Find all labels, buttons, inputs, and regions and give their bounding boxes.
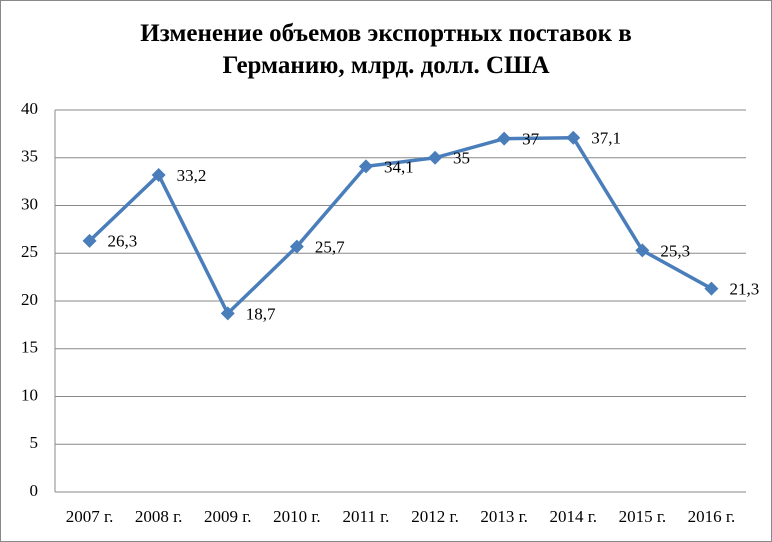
x-tick-label: 2011 г.: [342, 507, 389, 526]
y-tick-label: 20: [21, 290, 38, 309]
x-tick-label: 2009 г.: [204, 507, 252, 526]
marker: [289, 239, 304, 254]
data-label: 18,7: [246, 304, 276, 323]
x-tick-label: 2013 г.: [480, 507, 528, 526]
y-tick-label: 30: [21, 194, 38, 213]
data-label: 35: [453, 149, 470, 168]
x-tick-label: 2015 г.: [619, 507, 667, 526]
y-tick-label: 15: [21, 338, 38, 357]
x-tick-label: 2008 г.: [135, 507, 183, 526]
marker: [358, 159, 373, 174]
x-tick-label: 2016 г.: [688, 507, 736, 526]
x-tick-label: 2010 г.: [273, 507, 321, 526]
data-label: 21,3: [729, 279, 759, 298]
chart-title: Изменение объемов экспортных поставок в …: [140, 20, 632, 79]
marker: [82, 233, 97, 248]
marker: [635, 243, 650, 258]
x-tick-label: 2007 г.: [66, 507, 114, 526]
y-tick-label: 35: [21, 147, 38, 166]
data-label: 37,1: [591, 129, 621, 148]
data-label: 33,2: [177, 166, 207, 185]
y-tick-label: 5: [30, 433, 39, 452]
marker: [428, 150, 443, 165]
data-label: 25,3: [660, 241, 690, 260]
data-label: 25,7: [315, 237, 345, 256]
marker: [151, 167, 166, 182]
line: [88, 135, 713, 316]
y-tick-label: 40: [21, 99, 38, 118]
x-tick-label: 2014 г.: [549, 507, 597, 526]
marker: [704, 281, 719, 296]
data-label: 26,3: [108, 232, 138, 251]
marker: [497, 131, 512, 146]
x-tick-label: 2012 г.: [411, 507, 459, 526]
marker: [566, 130, 581, 145]
y-tick-label: 10: [21, 385, 38, 404]
data-label: 34,1: [384, 157, 414, 176]
marker: [220, 306, 235, 321]
data-label: 37: [522, 130, 540, 149]
y-tick-label: 25: [21, 242, 38, 261]
y-tick-label: 0: [30, 481, 39, 500]
